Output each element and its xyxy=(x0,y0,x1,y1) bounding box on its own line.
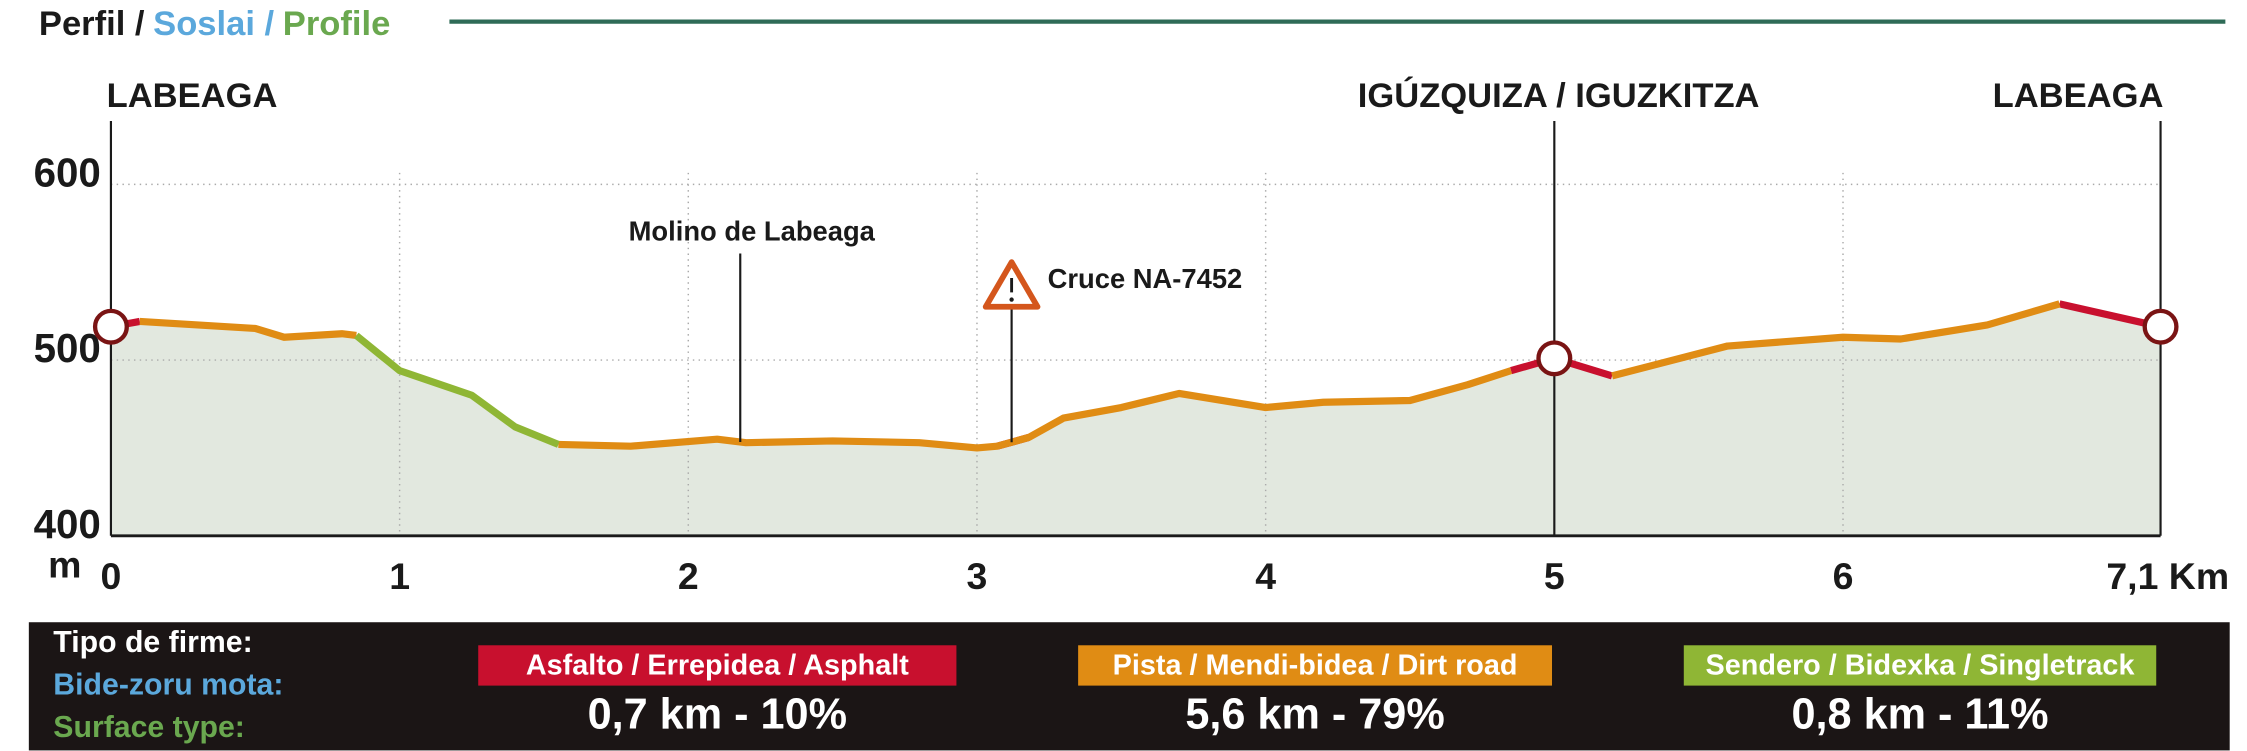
legend-summary: 0,7 km - 10% xyxy=(588,691,847,739)
place-marker xyxy=(2142,308,2179,345)
x-tick-label: 7,1 Km xyxy=(2106,555,2229,597)
x-tick-label: 4 xyxy=(1255,555,1276,597)
legend-title: Surface type: xyxy=(53,711,245,744)
x-tick-label: 2 xyxy=(678,555,699,597)
place-label: LABEAGA xyxy=(1993,77,2164,115)
place-marker xyxy=(92,308,129,345)
title-part: Profile xyxy=(283,5,391,43)
x-tick-label: 0 xyxy=(101,555,122,597)
y-tick-label: 600 xyxy=(34,149,101,195)
legend-label: Sendero / Bidexka / Singletrack xyxy=(1706,649,2136,681)
x-tick-label: 3 xyxy=(967,555,988,597)
legend-panel xyxy=(28,622,2230,751)
x-tick-label: 1 xyxy=(389,555,410,597)
place-label: IGÚZQUIZA / IGUZKITZA xyxy=(1358,75,1760,115)
legend-swatch xyxy=(1078,645,1553,686)
legend-label: Asfalto / Errepidea / Asphalt xyxy=(526,649,909,681)
place-marker xyxy=(1536,340,1573,377)
y-unit: m xyxy=(48,543,81,585)
x-tick-label: 6 xyxy=(1833,555,1854,597)
legend-summary: 0,8 km - 11% xyxy=(1792,691,2049,739)
profile-area xyxy=(110,303,2161,536)
profile-line xyxy=(139,300,2061,452)
legend-title: Tipo de firme: xyxy=(53,626,252,659)
y-tick-label: 400 xyxy=(34,501,101,547)
legend-summary: 5,6 km - 79% xyxy=(1185,691,1444,739)
annotation-label: Molino de Labeaga xyxy=(629,216,876,247)
x-tick-label: 5 xyxy=(1544,555,1565,597)
legend-swatch xyxy=(478,645,957,686)
legend-label: Pista / Mendi-bidea / Dirt road xyxy=(1113,649,1518,681)
warning-dot xyxy=(1009,297,1014,302)
profile-line xyxy=(354,332,560,448)
title-part: Soslai / xyxy=(153,5,274,43)
title-part: Perfil / xyxy=(39,5,145,43)
legend-swatch xyxy=(1683,645,2157,686)
legend-title: Bide-zoru mota: xyxy=(53,668,283,701)
annotation-label: Cruce NA-7452 xyxy=(1048,263,1243,294)
y-tick-label: 500 xyxy=(34,325,101,371)
chart-title: Perfil / Soslai / Profile xyxy=(39,5,390,43)
place-label: LABEAGA xyxy=(107,77,278,115)
